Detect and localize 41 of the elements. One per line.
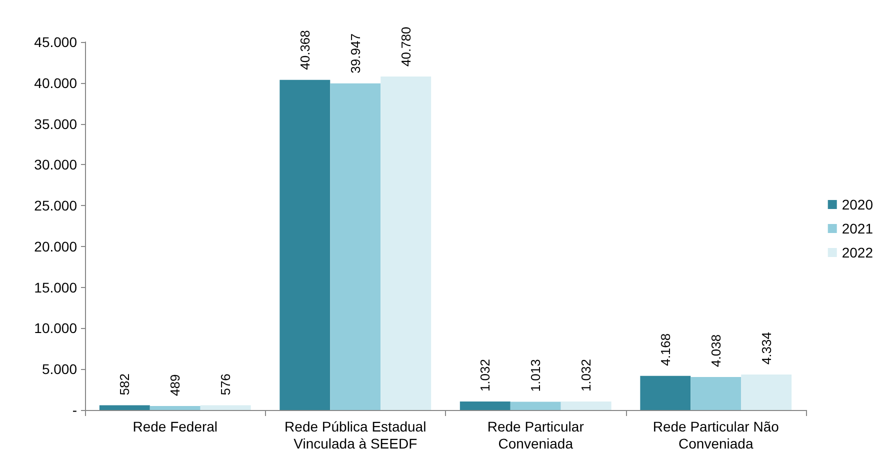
y-tick-label: 20.000: [34, 238, 78, 254]
data-label: 1.013: [528, 359, 544, 392]
legend-label: 2022: [842, 244, 874, 260]
bar: [741, 374, 792, 410]
bar: [150, 406, 200, 410]
data-label: 40.780: [398, 26, 414, 67]
bar: [330, 83, 381, 410]
bar: [280, 80, 330, 410]
x-tick-label: Rede Particular Não Conveniada: [652, 418, 780, 452]
y-tick-label: 35.000: [34, 116, 78, 132]
bar: [200, 405, 251, 410]
x-tick-label: Rede Particular Conveniada: [487, 418, 584, 452]
data-label: 4.168: [658, 333, 673, 366]
data-label: 576: [218, 374, 234, 396]
data-label: 4.334: [758, 332, 774, 365]
data-label: 582: [117, 374, 132, 396]
bar: [99, 405, 150, 410]
y-tick-label: -: [72, 402, 78, 418]
y-tick-label: 15.000: [34, 279, 78, 296]
data-label: 1.032: [478, 359, 493, 392]
legend-label: 2020: [842, 196, 874, 212]
y-tick-label: 40.000: [34, 74, 78, 91]
data-label: 489: [168, 374, 183, 396]
bar: [640, 376, 691, 410]
bar: [380, 76, 432, 410]
bar: [560, 402, 612, 410]
legend-label: 2021: [842, 220, 874, 236]
y-tick-label: 45.000: [34, 34, 78, 50]
data-label: 40.368: [297, 30, 312, 70]
x-tick-label: Rede Pública Estadual Vinculada à SEEDF: [284, 418, 426, 452]
data-label: 39.947: [348, 34, 363, 74]
x-tick-label: Rede Federal: [132, 418, 218, 434]
bar: [690, 376, 742, 410]
y-tick-label: 10.000: [34, 320, 78, 336]
bar: [510, 402, 561, 410]
y-tick-label: 5.000: [42, 361, 78, 378]
data-label: 4.038: [708, 334, 724, 367]
y-tick-label: 30.000: [34, 156, 78, 173]
data-label: 1.032: [578, 359, 594, 392]
y-tick-label: 25.000: [34, 198, 78, 214]
bar: [460, 402, 510, 410]
